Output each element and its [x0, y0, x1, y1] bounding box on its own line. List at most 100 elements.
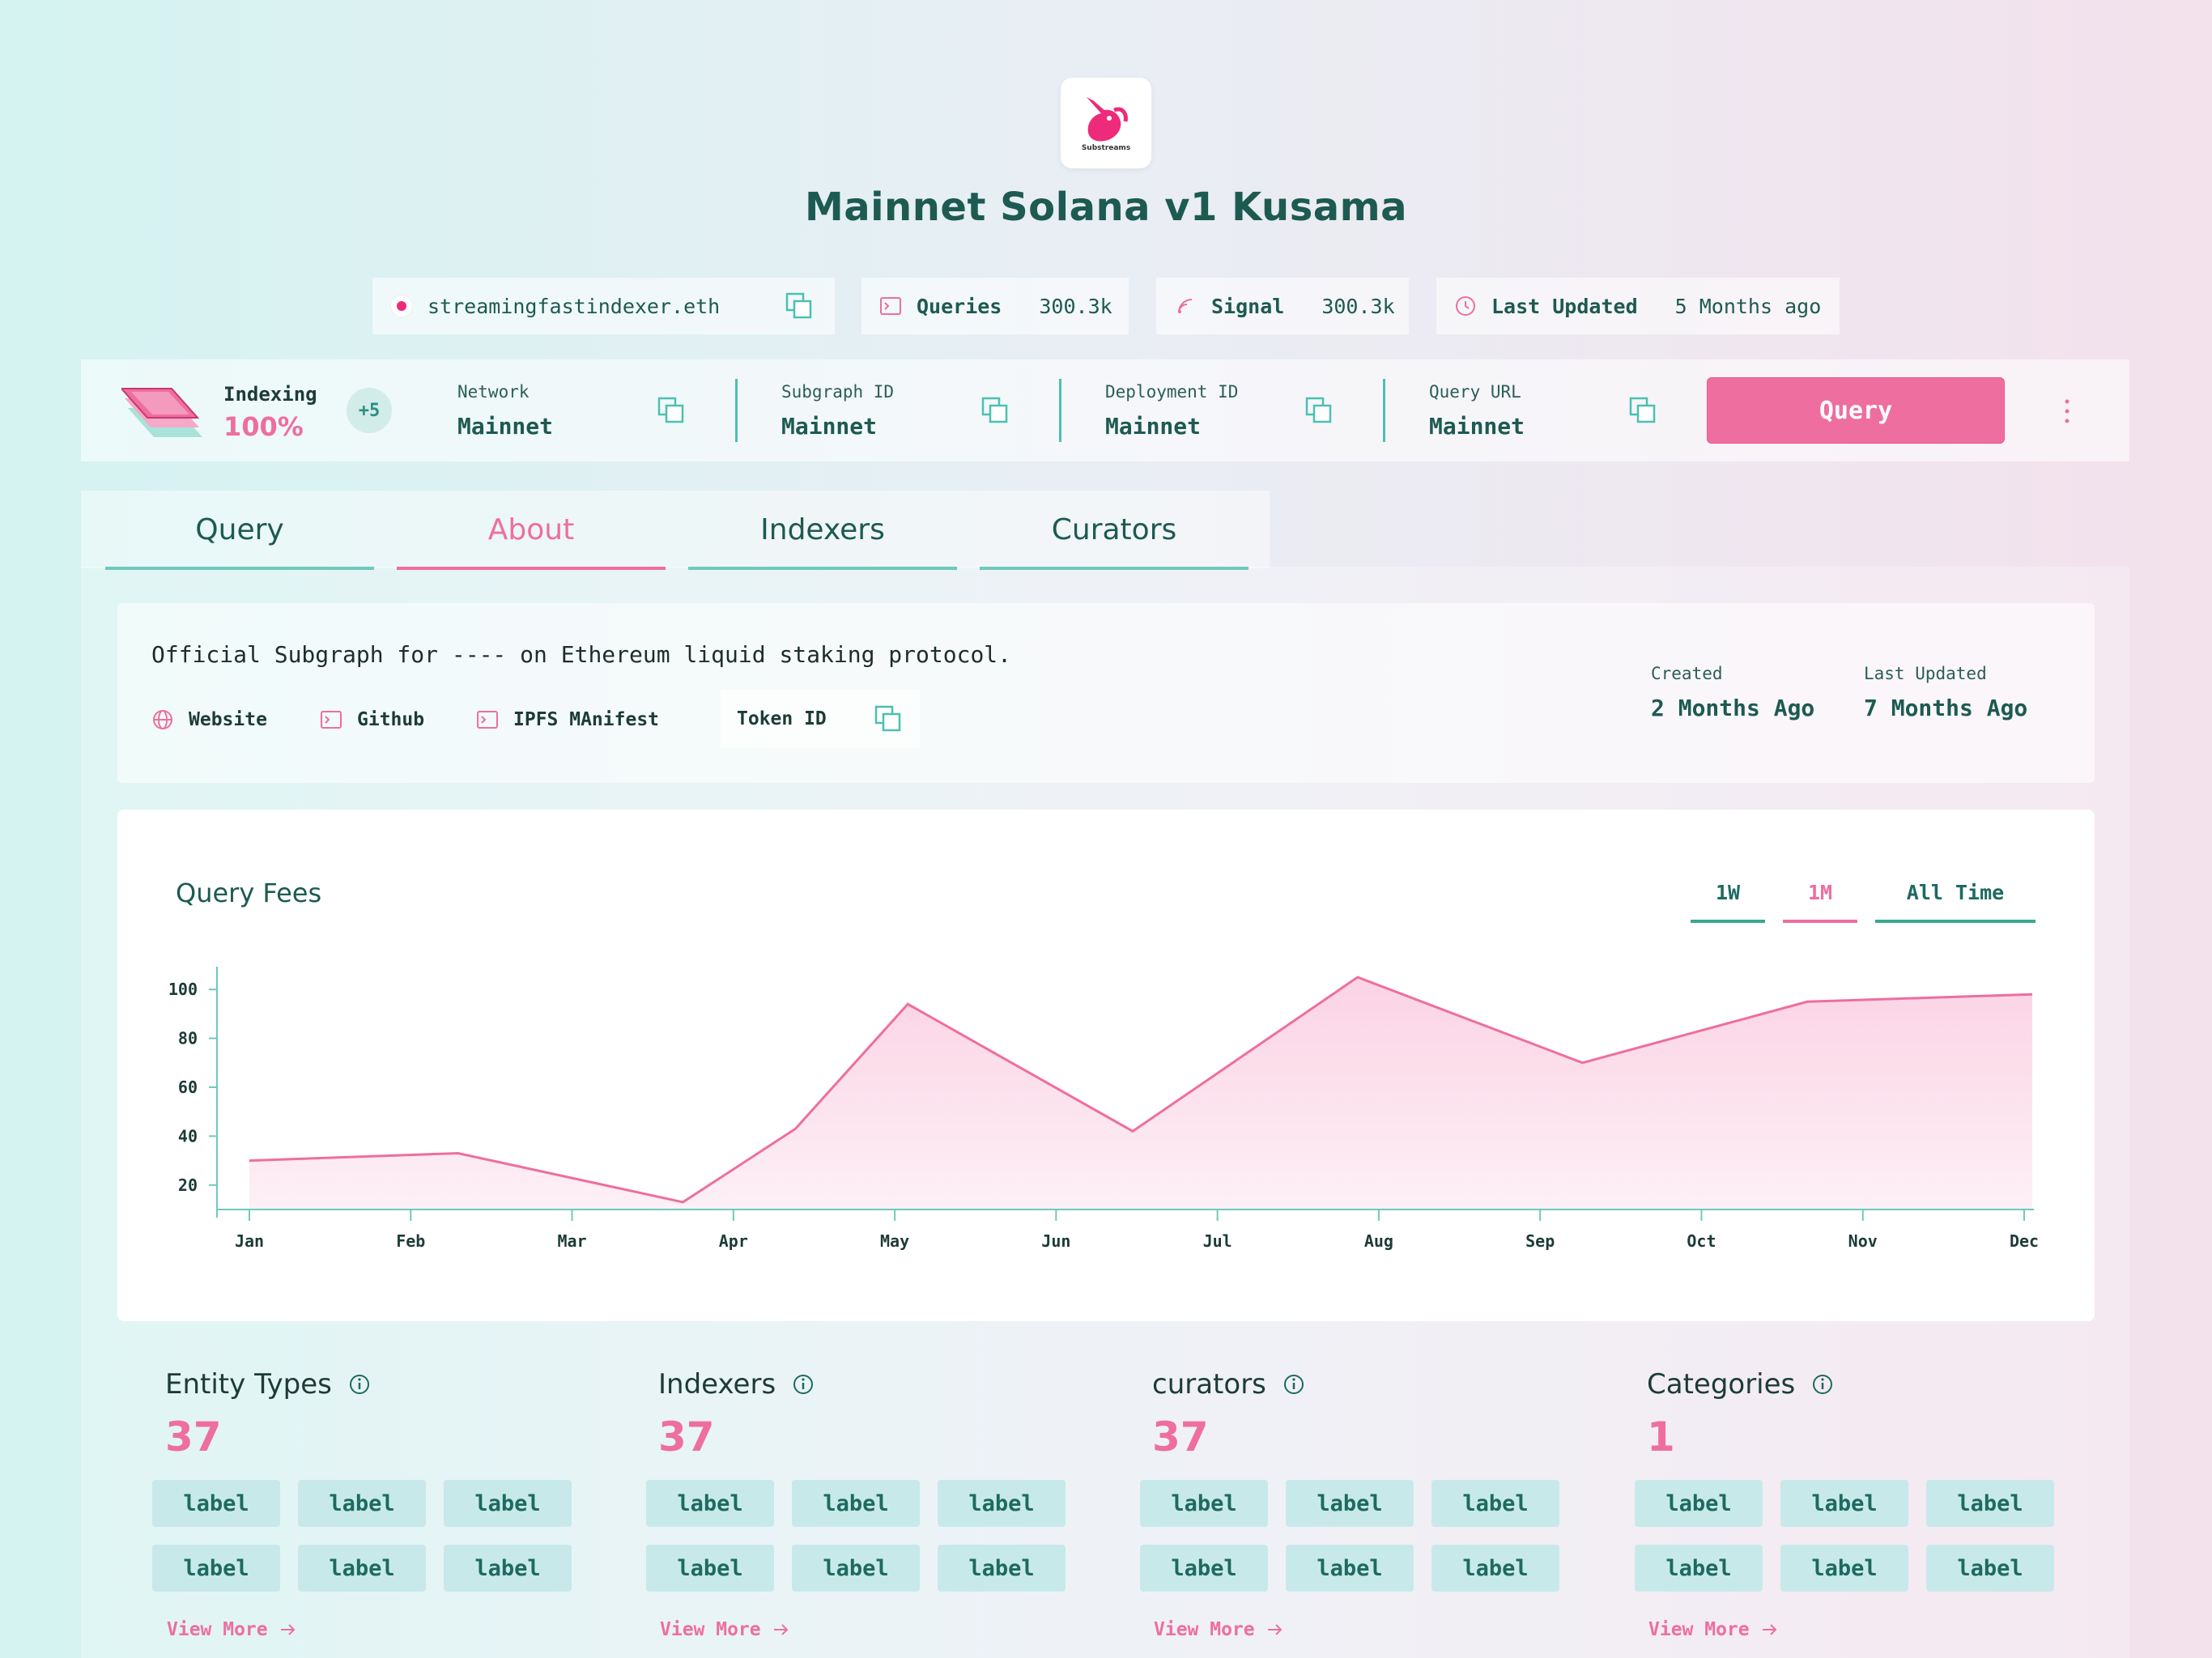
divider [1383, 379, 1385, 442]
deployment-id-label: Deployment ID [1105, 382, 1239, 402]
github-link[interactable]: Github [320, 708, 424, 731]
curators-label-chip[interactable]: label [1286, 1545, 1414, 1592]
token-id-field[interactable]: Token ID [721, 690, 920, 748]
indexers-label-chip[interactable]: label [938, 1480, 1066, 1527]
entity-types-label-chip[interactable]: label [298, 1480, 426, 1527]
indexers-view-more-link[interactable]: View More [660, 1619, 790, 1640]
signal-label: Signal [1211, 294, 1285, 318]
tab-indexers[interactable]: Indexers [688, 491, 957, 570]
subgraph-id-label: Subgraph ID [781, 382, 895, 402]
categories-count: 1 [1647, 1414, 1675, 1460]
curators-label-chip[interactable]: label [1140, 1545, 1268, 1592]
categories-label-chip[interactable]: label [1780, 1480, 1908, 1527]
entity-types-label-chip[interactable]: label [444, 1480, 572, 1527]
indexers-label-chip[interactable]: label [646, 1480, 774, 1527]
categories-label-chip[interactable]: label [1926, 1480, 2054, 1527]
categories-label-chip[interactable]: label [1926, 1545, 2054, 1592]
x-tick-label: Mar [557, 1231, 586, 1251]
page-title: Mainnet Solana v1 Kusama [804, 185, 1408, 230]
clock-icon [1456, 296, 1475, 316]
curators-title-text: curators [1152, 1368, 1266, 1401]
x-tick-label: Oct [1687, 1231, 1716, 1251]
unicorn-icon [1087, 97, 1128, 142]
range-1m[interactable]: 1M [1783, 881, 1857, 923]
x-tick-label: Dec [2010, 1231, 2039, 1251]
categories-label-chip[interactable]: label [1635, 1545, 1763, 1592]
range-all-time[interactable]: All Time [1875, 881, 2035, 923]
copy-icon[interactable] [981, 397, 1009, 424]
y-tick-label: 20 [178, 1175, 198, 1195]
signal-icon [1178, 299, 1193, 313]
x-tick-label: Apr [719, 1231, 748, 1251]
categories-label-chip[interactable]: label [1780, 1545, 1908, 1592]
entity-types-label-chip[interactable]: label [152, 1545, 280, 1592]
tab-about[interactable]: About [397, 491, 666, 570]
curators-view-more-link[interactable]: View More [1154, 1619, 1284, 1640]
indexers-section-title: Indexers [658, 1368, 815, 1401]
about-card [117, 603, 2095, 783]
tab-bar [81, 491, 1270, 568]
categories-label-chip[interactable]: label [1635, 1480, 1763, 1527]
view-more-label: View More [1154, 1619, 1255, 1640]
network-value: Mainnet [457, 413, 554, 440]
about-last-updated-value: 7 Months Ago [1864, 695, 2028, 721]
last-updated-pill: Last Updated 5 Months ago [1436, 278, 1840, 334]
entity-types-label-chip[interactable]: label [298, 1545, 426, 1592]
about-last-updated-label: Last Updated [1864, 664, 1987, 683]
indexing-label: Indexing [223, 383, 317, 406]
website-link[interactable]: Website [151, 708, 267, 731]
x-tick-label: Nov [1848, 1231, 1878, 1251]
entity-types-view-more-link[interactable]: View More [167, 1619, 297, 1640]
subgraph-logo: Substreams [1061, 78, 1151, 168]
copy-icon[interactable] [657, 397, 685, 424]
curators-label-chip[interactable]: label [1286, 1480, 1414, 1527]
copy-icon[interactable] [1629, 397, 1657, 424]
entity-types-section-title: Entity Types [165, 1368, 371, 1401]
indexers-label-chip[interactable]: label [646, 1545, 774, 1592]
info-icon[interactable] [792, 1373, 815, 1396]
owner-name: streamingfastindexer.eth [428, 294, 721, 318]
indexers-label-chip[interactable]: label [792, 1545, 920, 1592]
info-icon[interactable] [348, 1373, 371, 1396]
entity-types-title-text: Entity Types [165, 1368, 332, 1401]
copy-icon[interactable] [1305, 397, 1333, 424]
tab-query[interactable]: Query [105, 491, 374, 570]
logo-text: Substreams [1081, 144, 1131, 152]
indexers-label-chip[interactable]: label [938, 1545, 1066, 1592]
indexer-count-badge[interactable]: +5 [347, 388, 392, 433]
chart-title: Query Fees [176, 878, 322, 908]
area-fill [249, 977, 2032, 1209]
range-1w[interactable]: 1W [1691, 881, 1765, 923]
arrow-right-icon [280, 1624, 296, 1635]
info-icon[interactable] [1283, 1373, 1305, 1396]
curators-label-chip[interactable]: label [1140, 1480, 1268, 1527]
curators-label-chip[interactable]: label [1431, 1545, 1559, 1592]
info-icon[interactable] [1811, 1373, 1834, 1396]
tab-curators[interactable]: Curators [980, 491, 1249, 570]
avatar [390, 295, 413, 317]
indexers-label-chip[interactable]: label [792, 1480, 920, 1527]
copy-icon[interactable] [785, 292, 813, 320]
x-tick-label: Sep [1525, 1231, 1555, 1251]
owner-pill[interactable]: streamingfastindexer.eth [372, 278, 835, 334]
arrow-right-icon [1267, 1624, 1283, 1635]
query-button[interactable]: Query [1707, 377, 2005, 444]
view-more-label: View More [167, 1619, 268, 1640]
ipfs-manifest-link[interactable]: IPFS MAnifest [476, 708, 659, 731]
divider [1059, 379, 1061, 442]
created-label: Created [1651, 664, 1723, 683]
website-link-label: Website [189, 709, 267, 730]
divider [735, 379, 738, 442]
curators-label-chip[interactable]: label [1431, 1480, 1559, 1527]
entity-types-label-chip[interactable]: label [152, 1480, 280, 1527]
indexing-stack-icon [121, 388, 202, 437]
categories-view-more-link[interactable]: View More [1648, 1619, 1779, 1640]
queries-label: Queries [917, 294, 1002, 318]
token-id-label: Token ID [737, 708, 827, 729]
queries-value: 300.3k [1039, 294, 1112, 318]
copy-icon[interactable] [874, 705, 902, 733]
more-options-icon[interactable] [2061, 397, 2073, 426]
github-link-label: Github [357, 709, 425, 730]
signal-pill: Signal 300.3k [1156, 278, 1409, 334]
entity-types-label-chip[interactable]: label [444, 1545, 572, 1592]
